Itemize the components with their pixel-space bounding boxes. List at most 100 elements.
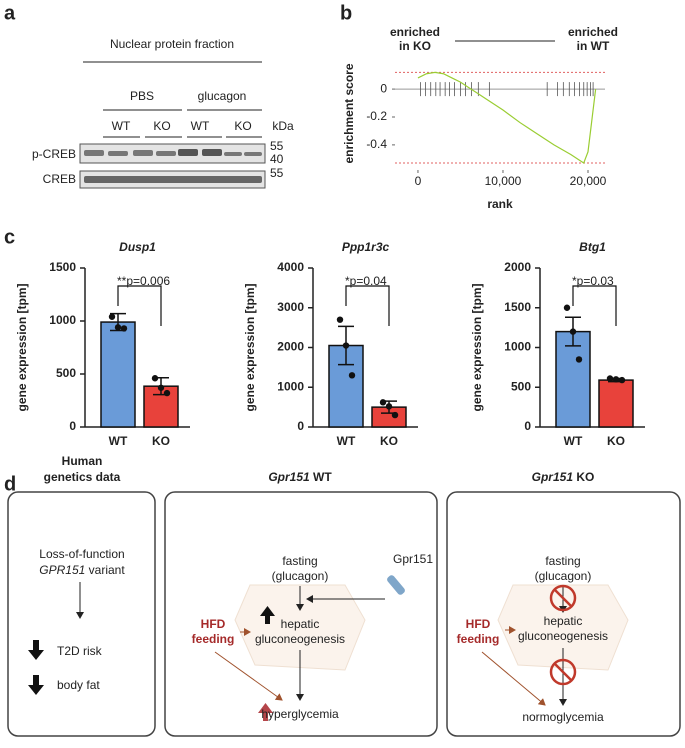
panel-label: d: [4, 473, 16, 495]
data-point: [391, 411, 399, 419]
liver: [497, 584, 629, 671]
data-point: [157, 384, 165, 391]
marker: 55: [270, 166, 284, 180]
y-tick-label: 500: [511, 379, 531, 393]
text: feeding: [457, 632, 500, 646]
x-tick-label: 10,000: [485, 174, 522, 188]
data-point: [336, 316, 344, 323]
blot-title: Nuclear protein fraction: [110, 37, 234, 51]
y-tick-label: 2000: [504, 260, 531, 274]
annotation: in WT: [577, 39, 610, 53]
arrow: [481, 651, 546, 706]
group-label: glucagon: [198, 89, 247, 103]
significance: **p=0.006: [117, 274, 170, 288]
x-axis-label: rank: [487, 197, 513, 211]
text: variant: [89, 563, 126, 577]
y-tick-label: 500: [56, 366, 76, 380]
bar: [100, 321, 136, 428]
stars: *: [345, 274, 350, 288]
text: hepatic: [281, 617, 320, 631]
text: T2D risk: [57, 644, 103, 658]
text: body fat: [57, 678, 100, 692]
p-value: p=0.006: [126, 274, 170, 288]
text: gluconeogenesis: [518, 629, 608, 643]
y-tick-label: 0: [524, 419, 531, 433]
x-tick-label: KO: [607, 434, 625, 448]
row-label: p-CREB: [32, 147, 76, 161]
text: feeding: [192, 632, 235, 646]
x-tick-label: WT: [564, 434, 583, 448]
gene: Gpr151: [532, 470, 574, 484]
data-point: [385, 403, 393, 410]
box-title: genetics data: [44, 470, 121, 484]
chart-title: Btg1: [579, 240, 606, 254]
marker: 40: [270, 152, 284, 166]
data-point: [379, 399, 387, 406]
text: gluconeogenesis: [255, 632, 345, 646]
p-value: p=0.04: [350, 274, 387, 288]
down-arrow: [28, 640, 44, 660]
significance-bracket: [345, 285, 390, 326]
annotation: in KO: [399, 39, 431, 53]
panel-label: b: [340, 2, 352, 24]
gene: GPR151: [39, 563, 85, 577]
x-tick-label: 20,000: [570, 174, 607, 188]
receptor-icon: [387, 575, 405, 595]
data-point: [151, 375, 159, 382]
significance-bracket: [117, 285, 162, 326]
block-icon: [549, 658, 577, 686]
box-title: Gpr151 KO: [532, 470, 595, 484]
lane-label: WT: [191, 119, 210, 133]
box: [164, 491, 438, 737]
data-point: [618, 376, 626, 384]
y-tick-label: 1000: [504, 340, 531, 354]
data-point: [108, 313, 116, 320]
data-point: [563, 304, 571, 311]
group-label: PBS: [130, 89, 154, 103]
genotype: WT: [313, 470, 332, 484]
p-value: p=0.03: [577, 274, 614, 288]
significance-bracket: [572, 285, 617, 326]
x-tick-label: KO: [380, 434, 398, 448]
lane-label: KO: [153, 119, 170, 133]
data-point: [606, 375, 614, 382]
y-tick-label: 2000: [277, 340, 304, 354]
significance: *p=0.04: [345, 274, 387, 288]
significance: *p=0.03: [572, 274, 614, 288]
box-title: Human: [62, 454, 103, 468]
stars: *: [572, 274, 577, 288]
text: normoglycemia: [522, 710, 604, 724]
y-tick-label: 4000: [277, 260, 304, 274]
x-tick-label: WT: [337, 434, 356, 448]
annotation: enriched: [568, 25, 618, 39]
box: [7, 491, 156, 737]
y-axis-label: gene expression [tpm]: [15, 283, 29, 411]
bands: [84, 149, 262, 183]
enrichment-line: [417, 71, 597, 164]
y-tick-label: 1000: [277, 379, 304, 393]
blot: Nuclear protein fraction PBS glucagon WT…: [32, 37, 294, 189]
text: fasting: [545, 554, 580, 568]
x-tick-label: KO: [152, 434, 170, 448]
data-point: [163, 389, 171, 397]
arrow: [214, 651, 283, 701]
y-axis-label: gene expression [tpm]: [470, 283, 484, 411]
y-tick-label: -0.2: [366, 109, 387, 123]
chart-title: Ppp1r3c: [342, 240, 390, 254]
data-point: [575, 356, 583, 363]
y-tick-label: 1500: [49, 260, 76, 274]
data-point: [612, 376, 620, 383]
text: (glucagon): [272, 569, 329, 583]
block-icon: [549, 584, 577, 612]
data-point: [348, 372, 356, 379]
bar: [598, 379, 634, 428]
panel-label: a: [4, 2, 16, 24]
y-tick-label: 1500: [504, 300, 531, 314]
text: HFD: [466, 617, 491, 631]
y-tick-label: 0: [380, 81, 387, 95]
marker: 55: [270, 139, 284, 153]
text: (glucagon): [535, 569, 592, 583]
text: HFD: [201, 617, 226, 631]
diagram: Human genetics data Gpr151 WT Gpr151 KO …: [7, 454, 681, 737]
